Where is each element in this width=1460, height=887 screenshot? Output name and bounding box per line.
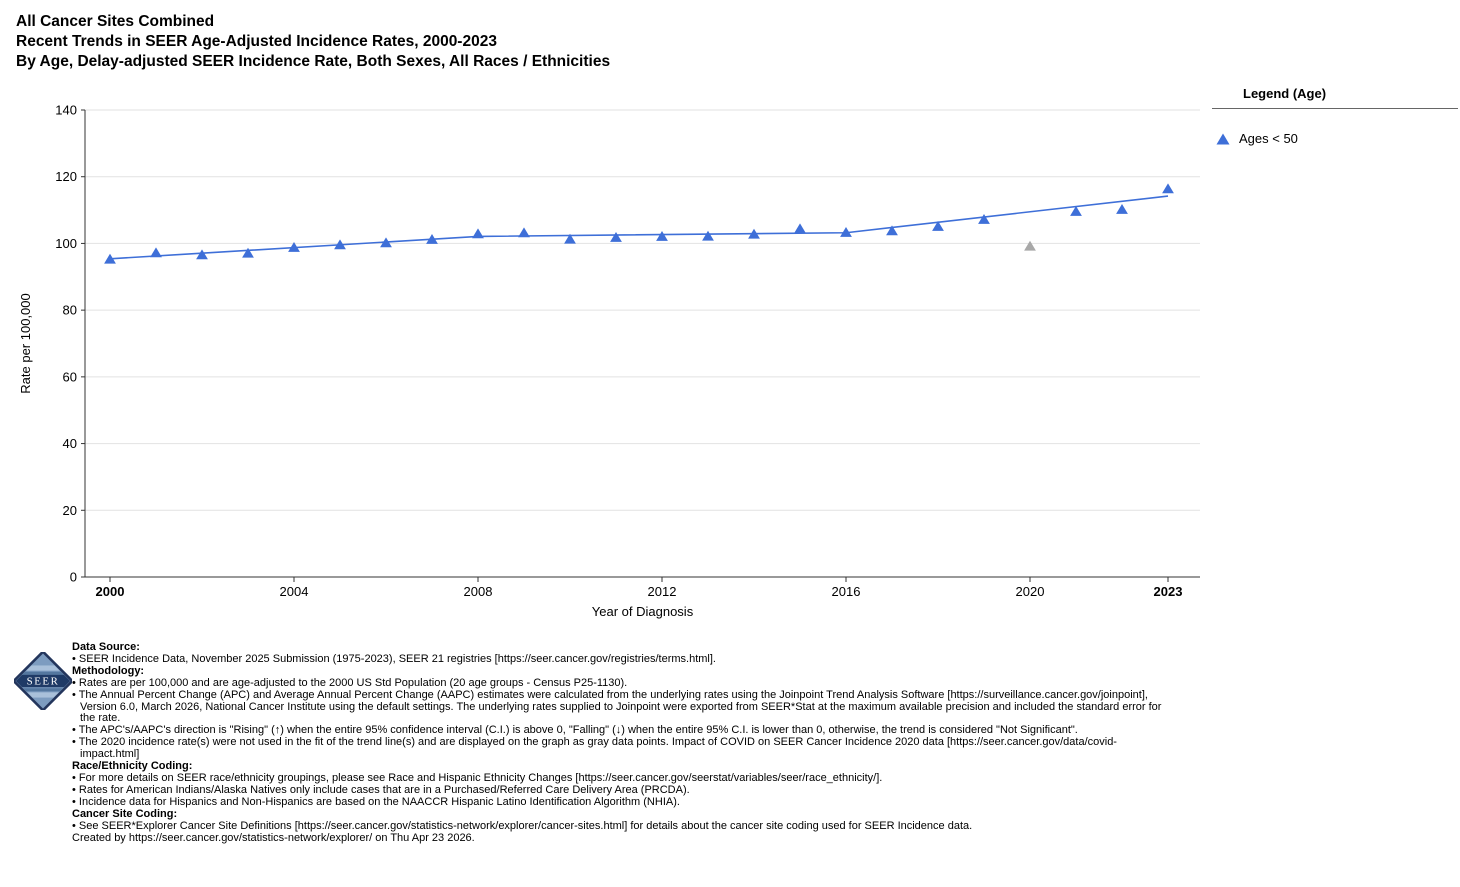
y-tick-label: 60	[63, 369, 77, 384]
y-tick-label: 0	[70, 570, 77, 585]
y-tick-label: 80	[63, 303, 77, 318]
legend-divider	[1212, 108, 1458, 109]
footnote-line: Created by https://seer.cancer.gov/stati…	[72, 831, 475, 844]
data-point[interactable]	[794, 223, 806, 234]
data-point[interactable]	[610, 232, 622, 242]
chart-subtitle: Recent Trends in SEER Age-Adjusted Incid…	[16, 33, 497, 50]
y-tick-label: 40	[63, 436, 77, 451]
x-tick-label: 2020	[1016, 584, 1045, 599]
data-point[interactable]	[150, 247, 162, 258]
data-point[interactable]	[1070, 206, 1082, 216]
footer: SEER Data Source: • SEER Incidence Data, …	[10, 641, 1164, 844]
data-point[interactable]	[380, 237, 392, 248]
footnotes: Data Source: • SEER Incidence Data, Novem…	[72, 641, 1164, 844]
page-title: All Cancer Sites Combined	[16, 13, 215, 30]
footnote-section-heading: Race/Ethnicity Coding:	[72, 760, 193, 773]
footnote-section-heading: Data Source:	[72, 641, 140, 653]
x-tick-label: 2000	[96, 584, 125, 599]
footnote-section-heading: Methodology:	[72, 664, 145, 677]
data-point[interactable]	[196, 249, 208, 260]
data-point[interactable]	[518, 227, 530, 238]
y-tick-label: 20	[63, 503, 77, 518]
y-axis-title: Rate per 100,000	[18, 293, 33, 393]
footnote-line: • See SEER*Explorer Cancer Site Definiti…	[72, 819, 973, 832]
y-tick-label: 120	[55, 169, 77, 184]
data-point[interactable]	[472, 228, 484, 239]
data-point-excluded-covid[interactable]	[1024, 240, 1036, 251]
x-tick-label: 2012	[648, 584, 677, 599]
footnote-line: • The APC's/AAPC's direction is "Rising"…	[72, 724, 1078, 737]
data-point[interactable]	[1162, 183, 1174, 194]
x-tick-label: 2023	[1154, 584, 1183, 599]
incidence-trend-chart: 0 20 40 60 80 100 120 140 2000 2004 2008 2012 2016 20…	[18, 103, 1200, 619]
footnote-line: • Rates for American Indians/Alaska Nati…	[72, 783, 690, 796]
y-tick-label: 140	[55, 103, 77, 118]
chart-subtitle-2: By Age, Delay-adjusted SEER Incidence Ra…	[16, 53, 611, 70]
data-point[interactable]	[334, 239, 346, 250]
legend-item-label: Ages < 50	[1239, 131, 1298, 146]
footnote-line: • Incidence data for Hispanics and Non-H…	[72, 795, 680, 808]
footnote-line: • Rates are per 100,000 and are age-adju…	[72, 676, 628, 689]
data-point[interactable]	[932, 221, 944, 231]
y-tick-label: 100	[55, 236, 77, 251]
chart-title-block: All Cancer Sites Combined Recent Trends …	[16, 12, 610, 72]
footnote-line: • The Annual Percent Change (APC) and Av…	[72, 688, 1162, 725]
data-point[interactable]	[242, 247, 254, 258]
x-tick-label: 2016	[832, 584, 861, 599]
legend-title: Legend (Age)	[1243, 86, 1327, 101]
data-point[interactable]	[288, 242, 300, 252]
data-point[interactable]	[886, 225, 898, 236]
x-tick-label: 2008	[464, 584, 493, 599]
x-axis-title: Year of Diagnosis	[592, 604, 694, 619]
data-point[interactable]	[978, 214, 990, 224]
data-point[interactable]	[656, 231, 668, 241]
legend-panel: Legend (Age) Ages < 50	[1212, 86, 1458, 146]
footnote-line: • SEER Incidence Data, November 2025 Sub…	[72, 652, 716, 665]
footnote-section-heading: Cancer Site Coding:	[72, 807, 178, 820]
seer-logo-icon: SEER	[11, 649, 75, 713]
footnote-line: • For more details on SEER race/ethnicit…	[72, 771, 883, 784]
data-point[interactable]	[104, 253, 116, 264]
seer-logo-text: SEER	[27, 676, 60, 688]
trend-line	[109, 195, 1169, 260]
x-tick-label: 2004	[280, 584, 309, 599]
legend-items: Ages < 50	[1212, 131, 1458, 146]
data-point[interactable]	[840, 227, 852, 237]
data-point[interactable]	[702, 230, 714, 241]
data-point[interactable]	[426, 234, 438, 244]
legend-item[interactable]: Ages < 50	[1212, 131, 1458, 146]
data-point[interactable]	[564, 233, 576, 244]
data-point[interactable]	[748, 228, 760, 239]
seer-logo: SEER	[10, 642, 75, 715]
footnote-line: • The 2020 incidence rate(s) were not us…	[72, 736, 1117, 761]
data-point[interactable]	[1116, 204, 1128, 214]
legend-triangle-icon	[1216, 133, 1230, 144]
